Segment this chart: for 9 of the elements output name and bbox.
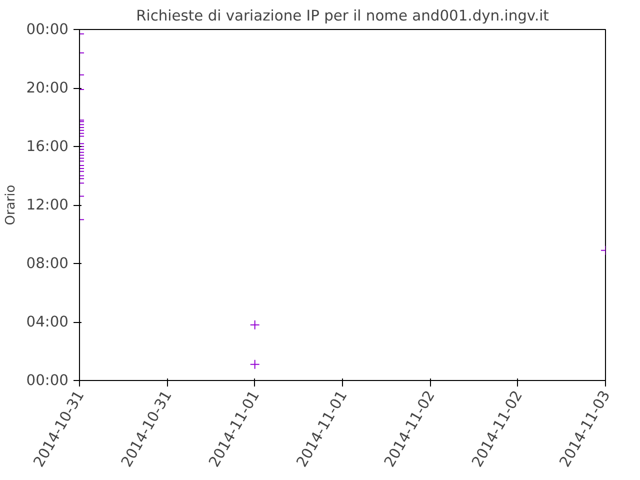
chart-title: Richieste di variazione IP per il nome and001.dyn.ingv.it bbox=[136, 8, 550, 24]
y-tick-label: 00:00 bbox=[26, 372, 69, 389]
y-tick-label: 16:00 bbox=[26, 138, 69, 155]
y-tick-label: 08:00 bbox=[26, 255, 69, 272]
y-tick-label: 04:00 bbox=[26, 314, 69, 330]
y-tick-label: 12:00 bbox=[26, 196, 69, 214]
y-tick-label: 20:00 bbox=[26, 80, 69, 96]
y-axis-title: Orario bbox=[3, 184, 18, 226]
y-tick-label: 00:00 bbox=[26, 21, 69, 38]
